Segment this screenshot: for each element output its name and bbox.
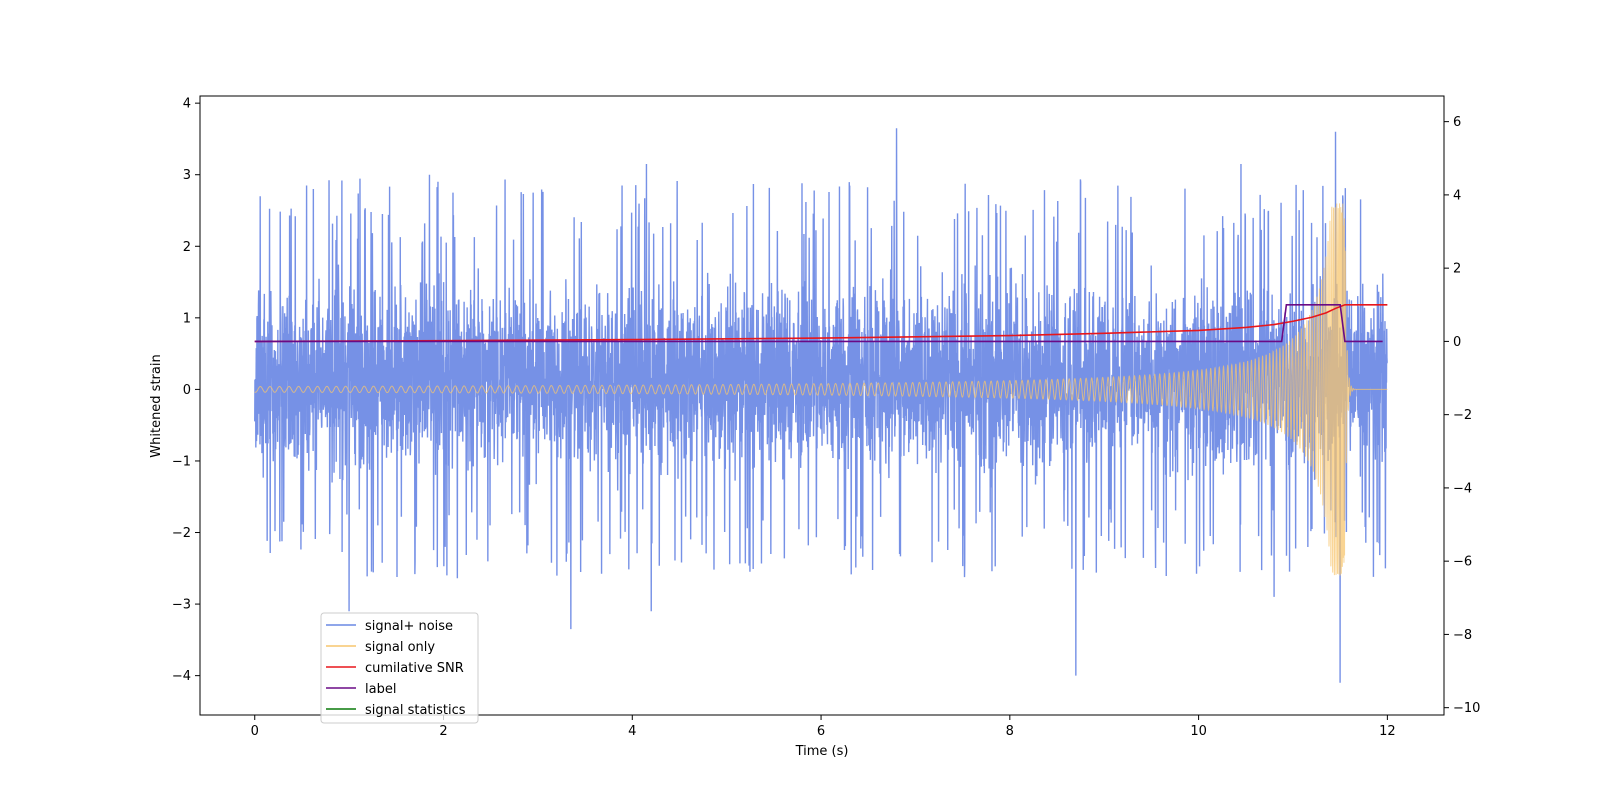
x-tick-label: 6 — [817, 724, 825, 739]
y-tick-label: 3 — [183, 168, 191, 183]
y2-tick-label: 6 — [1453, 115, 1461, 130]
series-layer — [254, 128, 1388, 683]
y-tick-label: 4 — [183, 97, 191, 112]
y-tick-label: −1 — [172, 454, 191, 469]
y2-tick-label: −8 — [1453, 628, 1472, 643]
legend-box — [320, 612, 479, 724]
y-tick-label: 2 — [183, 240, 191, 255]
legend-label-signal-only: signal only — [365, 640, 435, 655]
series-cumilative-snr — [254, 303, 1388, 343]
y2-tick-label: −10 — [1453, 701, 1480, 716]
legend-label-cumulative-snr: cumilative SNR — [365, 661, 464, 676]
x-tick-label: 4 — [628, 724, 636, 739]
plot-frame — [199, 95, 1445, 716]
x-tick-label: 10 — [1190, 724, 1207, 739]
legend: signal+ noise signal only cumilative SNR… — [320, 612, 479, 724]
series-signal-only — [254, 203, 1388, 576]
legend-entry-signal-statistics: signal statistics — [326, 703, 466, 718]
y2-tick-label: 0 — [1453, 335, 1461, 350]
y2-tick-label: −4 — [1453, 481, 1472, 496]
legend-entry-signal-only: signal only — [326, 640, 435, 655]
series-label — [254, 303, 1383, 343]
legend-label-signal-noise: signal+ noise — [365, 619, 453, 634]
x-tick-label: 0 — [251, 724, 259, 739]
y-tick-label: 1 — [183, 311, 191, 326]
y2-tick-label: 2 — [1453, 262, 1461, 277]
y2-axis-ticks: −10 −8 −6 −4 −2 0 2 4 6 — [1444, 115, 1480, 716]
legend-label-label: label — [365, 682, 396, 697]
x-tick-label: 2 — [439, 724, 447, 739]
y-tick-label: −3 — [172, 598, 191, 613]
x-axis-label: Time (s) — [795, 744, 849, 759]
x-tick-label: 8 — [1006, 724, 1014, 739]
legend-label-signal-statistics: signal statistics — [365, 703, 466, 718]
x-tick-label: 12 — [1379, 724, 1396, 739]
y-axis-ticks: −4 −3 −2 −1 0 1 2 3 4 — [172, 97, 200, 684]
y-tick-label: 0 — [183, 383, 191, 398]
y-axis-label: Whitened strain — [149, 354, 164, 457]
y2-tick-label: 4 — [1453, 188, 1461, 203]
legend-entry-signal-noise: signal+ noise — [326, 619, 453, 634]
y2-tick-label: −6 — [1453, 555, 1472, 570]
y-tick-label: −2 — [172, 526, 191, 541]
legend-entry-label: label — [326, 682, 396, 697]
legend-entry-cumulative-snr: cumilative SNR — [326, 661, 464, 676]
x-axis-ticks: 0 2 4 6 8 10 12 — [251, 715, 1396, 739]
y2-tick-label: −2 — [1453, 408, 1472, 423]
y-tick-label: −4 — [172, 669, 191, 684]
